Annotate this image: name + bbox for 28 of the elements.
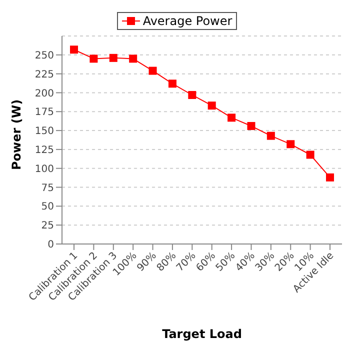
y-tick-label: 75 [41, 182, 54, 194]
point [286, 140, 295, 148]
point [168, 80, 176, 88]
y-axis-title: Power (W) [9, 99, 24, 170]
point [326, 173, 334, 182]
y-tick-label: 125 [34, 145, 54, 156]
y-tick-label: 100 [34, 164, 54, 175]
x-axis-title: Target Load [162, 327, 242, 341]
y-tick-label: 250 [34, 50, 54, 62]
point [148, 66, 157, 75]
y-tick-label: 225 [34, 69, 54, 80]
y-tick-label: 0 [48, 240, 54, 251]
point [109, 54, 118, 62]
point [90, 54, 98, 63]
point [247, 122, 256, 130]
y-tick-label: 25 [41, 220, 54, 232]
y-tick-label: 150 [34, 126, 54, 138]
point [70, 46, 78, 54]
y-tick-label: 50 [41, 202, 54, 213]
y-tick-label: 200 [34, 88, 54, 100]
y-tick-label: 175 [34, 107, 54, 118]
legend-label: Average Power [142, 14, 232, 28]
point [228, 114, 236, 122]
point [188, 90, 196, 99]
point [129, 54, 138, 63]
point [266, 132, 275, 140]
point [208, 102, 216, 110]
point [306, 150, 314, 159]
